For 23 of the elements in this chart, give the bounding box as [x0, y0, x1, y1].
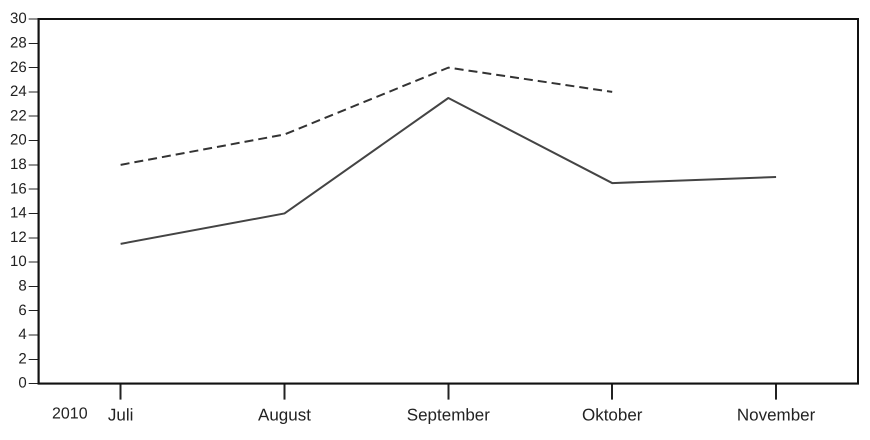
y-tick-label: 18	[10, 156, 27, 173]
y-tick-label: 16	[10, 180, 27, 198]
y-tick-label: 4	[18, 326, 27, 344]
line-series	[120, 66, 614, 166]
x-tick-label: Oktober	[582, 405, 643, 424]
y-tick-label: 2	[18, 350, 27, 368]
x-tick-label: Juli	[108, 405, 134, 424]
y-tick-label: 0	[18, 374, 27, 392]
y-tick-label: 20	[10, 132, 27, 149]
y-tick-label: 28	[10, 34, 27, 52]
y-tick-label: 26	[10, 58, 27, 76]
y-tick-label: 14	[10, 204, 27, 222]
x-tick-label: September	[406, 405, 490, 424]
y-tick-label: 8	[18, 278, 27, 295]
y-tick-label: 6	[18, 302, 27, 319]
y-tick-label: 12	[10, 228, 27, 246]
x-tick-label: November	[736, 405, 816, 424]
y-tick-label: 22	[10, 107, 27, 124]
x-tick-label: August	[258, 405, 312, 424]
y-tick-label: 30	[10, 10, 27, 28]
text: 2010	[52, 405, 88, 422]
y-tick-label: 24	[10, 83, 27, 100]
y-tick-label: 10	[10, 253, 27, 270]
